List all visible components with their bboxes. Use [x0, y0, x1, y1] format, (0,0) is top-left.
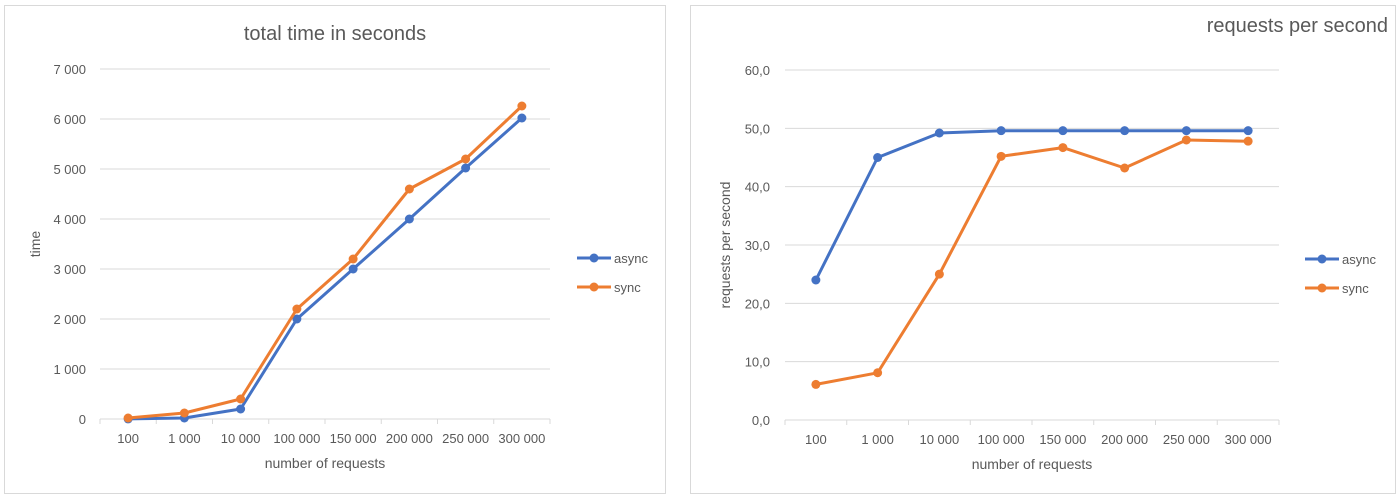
chart1-y-tick-label: 5 000	[53, 162, 86, 177]
chart1-series-sync-line	[127, 104, 523, 420]
chart2-legend-sync-label: sync	[1342, 281, 1369, 296]
chart2-series-async-point	[934, 128, 944, 138]
chart2-series-async-point	[873, 153, 883, 162]
chart2-y-tick-label: 60,0	[745, 63, 770, 78]
chart1-legend-async-marker	[589, 253, 599, 263]
chart2-legend-async-label: async	[1342, 252, 1376, 267]
chart1-x-tick-label: 150 000	[330, 431, 377, 446]
chart1-x-tick-label: 250 000	[442, 431, 489, 446]
chart2-series-async-point	[1181, 126, 1191, 136]
chart2-y-tick-label: 50,0	[745, 121, 770, 136]
chart1-series-async-point	[517, 113, 527, 123]
chart1-series-sync-point	[517, 101, 527, 111]
chart2-y-tick-label: 10,0	[745, 355, 770, 370]
chart1-series-sync-point	[292, 304, 302, 314]
chart1-legend-sync-label: sync	[614, 280, 641, 295]
chart1-legend-sync-marker	[589, 282, 599, 292]
chart2-y-tick-label: 40,0	[745, 180, 770, 195]
chart2-series-sync-line	[815, 138, 1249, 386]
chart1-y-tick-label: 6 000	[53, 112, 86, 127]
chart2-legend-sync-marker	[1317, 283, 1327, 293]
chart2-y-tick-label: 0,0	[752, 413, 770, 428]
chart2-series-async-point	[1243, 126, 1253, 136]
chart-panel-requests-per-second	[690, 5, 1396, 494]
chart2-x-tick-label: 10 000	[919, 432, 959, 447]
chart2-x-tick-label: 1 000	[861, 432, 894, 447]
chart2-x-axis-title: number of requests	[972, 456, 1093, 472]
chart1-legend-async-label: async	[614, 251, 648, 266]
chart1-series-sync-point	[461, 154, 471, 164]
chart2-x-tick-label: 100 000	[978, 432, 1025, 447]
chart2-series-sync-point	[1243, 136, 1253, 146]
chart2-series-sync-point	[811, 379, 821, 389]
chart1-series-sync-point	[179, 408, 189, 418]
chart1-x-tick-label: 10 000	[221, 431, 261, 446]
chart2-y-tick-label: 30,0	[745, 238, 770, 253]
chart2-y-tick-label: 20,0	[745, 296, 770, 311]
chart1-series-sync-point	[236, 394, 246, 404]
chart2-x-tick-label: 250 000	[1163, 432, 1210, 447]
chart2-x-tick-label: 300 000	[1225, 432, 1272, 447]
chart2-series-async-point	[1058, 126, 1068, 136]
chart2-series-sync-point	[934, 269, 944, 279]
chart1-series-async-point	[292, 314, 302, 324]
chart2-series-sync-point	[1058, 143, 1068, 153]
chart2-x-tick-label: 150 000	[1039, 432, 1086, 447]
chart1-series-async-point	[404, 214, 414, 224]
chart1-x-axis-title: number of requests	[265, 455, 386, 471]
chart1-y-tick-label: 0	[79, 412, 86, 427]
chart-panel-total-time	[4, 5, 666, 494]
chart1-y-tick-label: 7 000	[53, 62, 86, 77]
chart2-series-sync-point	[996, 151, 1006, 161]
chart1-y-tick-label: 1 000	[53, 362, 86, 377]
chart1-series-async-point	[236, 404, 246, 414]
chart1-series-async-point	[348, 264, 358, 274]
chart2-series-async-point	[811, 275, 821, 285]
chart1-y-axis-title: time	[27, 231, 43, 258]
chart1-x-tick-label: 200 000	[386, 431, 433, 446]
chart2-series-sync-point	[1181, 135, 1191, 145]
chart2-legend-async-marker	[1317, 254, 1327, 264]
chart1-x-tick-label: 1 000	[168, 431, 201, 446]
chart1-x-tick-label: 300 000	[498, 431, 545, 446]
chart1-series-sync-point	[123, 413, 133, 423]
chart2-x-tick-label: 100	[805, 432, 827, 447]
chart2-title: requests per second	[1207, 15, 1388, 37]
chart2-series-sync-point	[873, 368, 883, 378]
chart1-series-async-line	[128, 116, 523, 421]
chart2-x-tick-label: 200 000	[1101, 432, 1148, 447]
chart2-series-async-point	[1120, 126, 1130, 136]
chart1-y-tick-label: 2 000	[53, 312, 86, 327]
chart1-x-tick-label: 100 000	[273, 431, 320, 446]
chart2-series-async-line	[814, 129, 1249, 281]
chart1-series-sync-point	[348, 254, 358, 264]
chart1-title: total time in seconds	[244, 23, 426, 45]
chart1-y-tick-label: 4 000	[53, 212, 86, 227]
chart1-y-tick-label: 3 000	[53, 262, 86, 277]
chart1-x-tick-label: 100	[117, 431, 139, 446]
chart1-series-async-point	[461, 163, 471, 173]
chart1-series-sync-point	[404, 184, 414, 194]
chart2-series-async-point	[996, 126, 1006, 136]
chart2-series-sync-point	[1120, 163, 1130, 173]
chart2-y-axis-title: requests per second	[717, 182, 733, 309]
